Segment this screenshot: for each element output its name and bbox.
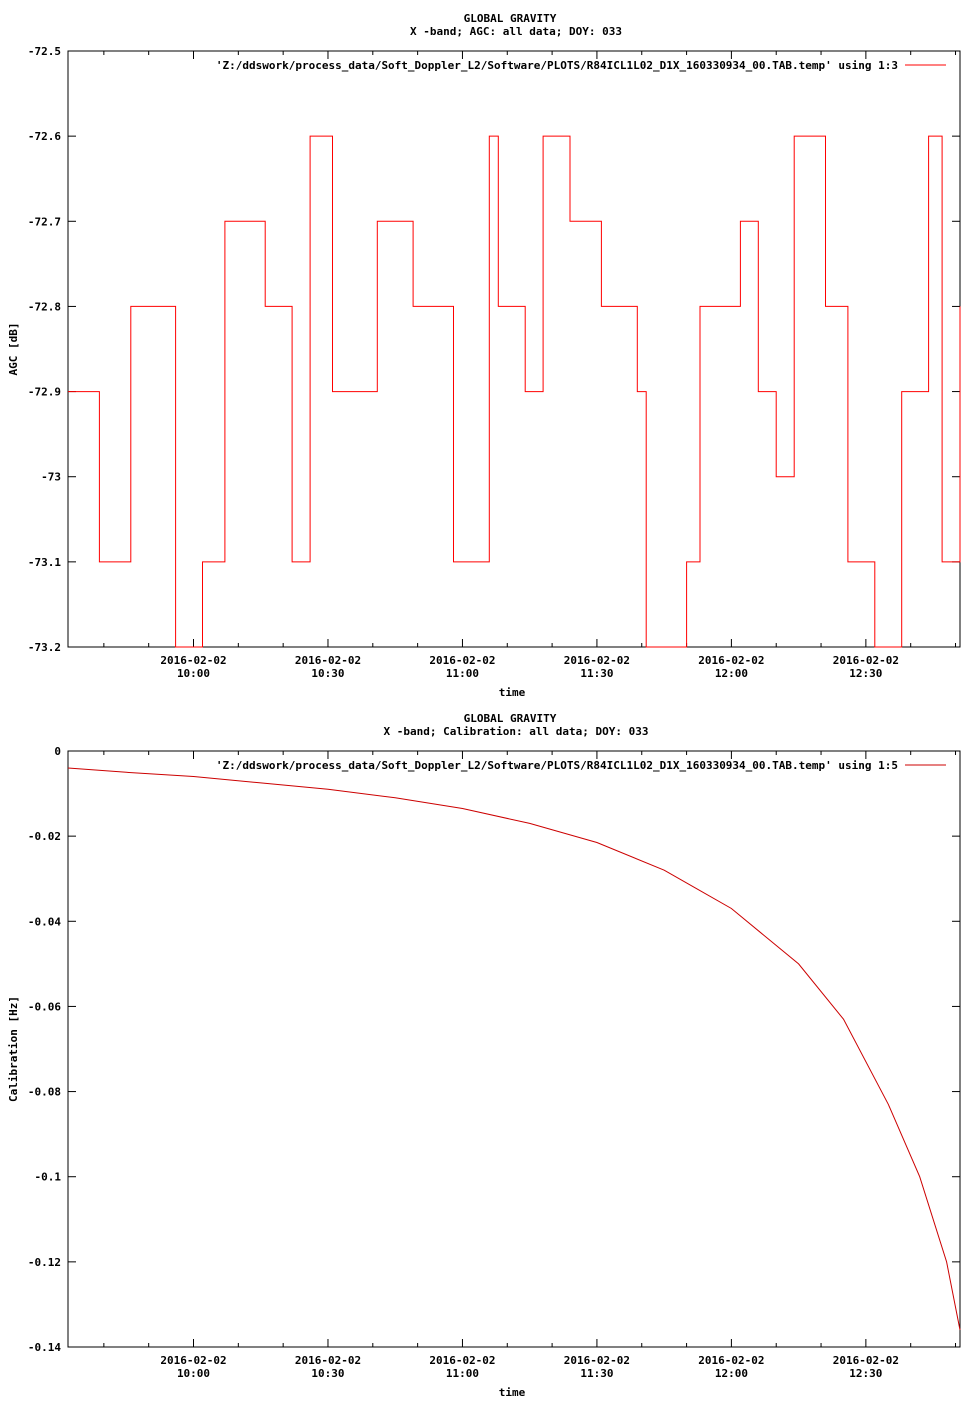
calibration-y-ticks: 0 -0.02 -0.04 -0.06 -0.08 -0.1 -0.12 -0.14 <box>28 745 960 1354</box>
y-tick-label: -0.14 <box>28 1341 61 1354</box>
agc-y-ticks: -72.5 -72.6 -72.7 -72.8 -72.9 -73 -73.1 -73.2 <box>28 45 960 654</box>
x-tick-time-label: 11:00 <box>446 667 479 680</box>
y-tick-label: -72.8 <box>28 300 61 313</box>
x-tick-time-label: 12:30 <box>849 1367 882 1380</box>
x-tick-time-label: 11:00 <box>446 1367 479 1380</box>
y-tick-label: -0.06 <box>28 1000 61 1013</box>
x-tick-date-label: 2016-02-02 <box>698 654 764 667</box>
x-tick-time-label: 12:30 <box>849 667 882 680</box>
calibration-chart-title: GLOBAL GRAVITY <box>464 712 557 725</box>
agc-chart: GLOBAL GRAVITY X -band; AGC: all data; D… <box>7 12 961 699</box>
y-tick-label: -72.9 <box>28 386 61 399</box>
x-tick-date-label: 2016-02-02 <box>564 654 630 667</box>
calibration-plot-frame <box>67 750 961 1348</box>
x-tick-date-label: 2016-02-02 <box>833 654 899 667</box>
y-tick-label: -0.04 <box>28 915 61 928</box>
x-tick-date-label: 2016-02-02 <box>160 654 226 667</box>
calibration-x-ticks: 2016-02-0210:002016-02-0210:302016-02-02… <box>103 751 957 1380</box>
agc-x-axis-label: time <box>499 686 526 699</box>
y-tick-label: -72.6 <box>28 130 61 143</box>
x-tick-date-label: 2016-02-02 <box>564 1354 630 1367</box>
calibration-x-axis-label: time <box>499 1386 526 1399</box>
x-tick-time-label: 10:00 <box>177 1367 210 1380</box>
x-tick-date-label: 2016-02-02 <box>833 1354 899 1367</box>
agc-plot-frame <box>67 50 961 648</box>
x-tick-time-label: 12:00 <box>715 667 748 680</box>
calibration-chart: GLOBAL GRAVITY X -band; Calibration: all… <box>7 712 961 1399</box>
x-tick-time-label: 10:30 <box>311 1367 344 1380</box>
y-tick-label: -72.7 <box>28 215 61 228</box>
agc-chart-title: GLOBAL GRAVITY <box>464 12 557 25</box>
agc-chart-subtitle: X -band; AGC: all data; DOY: 033 <box>410 25 622 38</box>
y-tick-label: -0.02 <box>28 830 61 843</box>
calibration-series-line <box>67 767 961 1331</box>
calibration-chart-subtitle: X -band; Calibration: all data; DOY: 033 <box>384 725 649 738</box>
y-tick-label: -0.1 <box>35 1171 62 1184</box>
calibration-series-layer <box>67 767 961 1331</box>
x-tick-date-label: 2016-02-02 <box>160 1354 226 1367</box>
x-tick-time-label: 11:30 <box>580 1367 613 1380</box>
agc-x-ticks: 2016-02-0210:002016-02-0210:302016-02-02… <box>103 51 957 680</box>
calibration-y-axis-label: Calibration [Hz] <box>7 996 20 1102</box>
y-tick-label: -73 <box>41 471 61 484</box>
y-tick-label: -0.08 <box>28 1086 61 1099</box>
y-tick-label: 0 <box>54 745 61 758</box>
x-tick-date-label: 2016-02-02 <box>429 654 495 667</box>
x-tick-time-label: 10:00 <box>177 667 210 680</box>
y-tick-label: -73.1 <box>28 556 61 569</box>
agc-series-layer <box>68 135 961 648</box>
x-tick-date-label: 2016-02-02 <box>429 1354 495 1367</box>
agc-series-line <box>68 135 961 648</box>
x-tick-time-label: 10:30 <box>311 667 344 680</box>
agc-legend-label: 'Z:/ddswork/process_data/Soft_Doppler_L2… <box>216 59 898 72</box>
calibration-legend-label: 'Z:/ddswork/process_data/Soft_Doppler_L2… <box>216 759 898 772</box>
y-tick-label: -73.2 <box>28 641 61 654</box>
x-tick-time-label: 11:30 <box>580 667 613 680</box>
agc-y-axis-label: AGC [dB] <box>7 323 20 376</box>
x-tick-date-label: 2016-02-02 <box>295 1354 361 1367</box>
y-tick-label: -0.12 <box>28 1256 61 1269</box>
x-tick-time-label: 12:00 <box>715 1367 748 1380</box>
y-tick-label: -72.5 <box>28 45 61 58</box>
x-tick-date-label: 2016-02-02 <box>698 1354 764 1367</box>
x-tick-date-label: 2016-02-02 <box>295 654 361 667</box>
